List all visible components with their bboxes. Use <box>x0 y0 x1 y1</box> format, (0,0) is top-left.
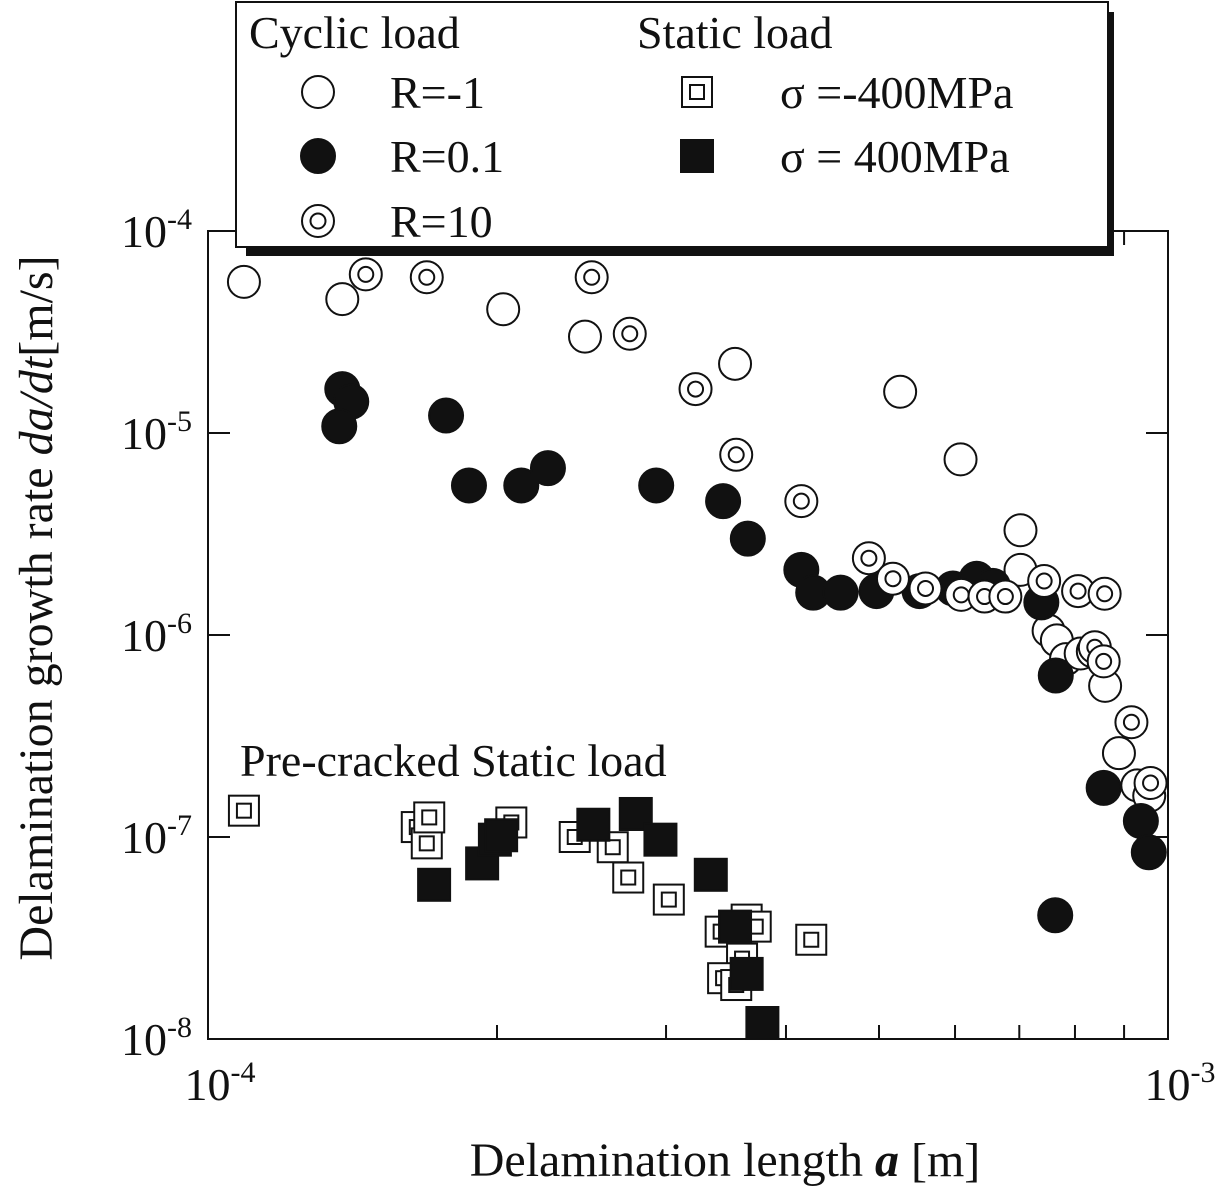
plot-area-border <box>207 230 1169 1040</box>
axis-ticks <box>208 231 1168 1039</box>
legend-header-static: Static load <box>637 7 832 58</box>
y-tick-label: 10-6 <box>121 607 192 661</box>
legend-label: R=0.1 <box>390 131 504 182</box>
legend-marker <box>301 75 335 109</box>
data-point <box>417 867 452 902</box>
data-point <box>643 822 678 857</box>
data-point <box>321 408 358 445</box>
data-point <box>745 1006 780 1041</box>
data-point <box>529 450 566 487</box>
series-r-1 <box>226 264 1167 813</box>
legend-marker <box>301 204 335 238</box>
legend-box <box>235 1 1109 248</box>
series-sigma-400mpa <box>417 796 780 1041</box>
data-point <box>409 260 444 295</box>
data-point <box>1130 834 1167 871</box>
data-point <box>428 397 465 434</box>
data-point <box>227 794 260 827</box>
data-point <box>1037 897 1074 934</box>
tick-labels: 10-410-510-610-710-810-4 10-3 <box>121 203 1216 1110</box>
data-point <box>503 467 540 504</box>
data-point <box>988 579 1023 614</box>
data-point <box>718 346 753 381</box>
y-tick-label: 10-4 <box>121 203 192 257</box>
data-point <box>908 571 943 606</box>
data-point <box>413 801 446 834</box>
data-point <box>1003 513 1038 548</box>
y-tick-label: 10-7 <box>121 809 192 863</box>
legend-marker <box>680 139 714 173</box>
data-point <box>1122 803 1159 840</box>
data-point <box>576 807 611 842</box>
legend-label: R=-1 <box>390 67 485 118</box>
x-axis-title: Delamination length a [m] <box>470 1134 981 1187</box>
data-point <box>1114 705 1149 740</box>
data-point <box>486 292 521 327</box>
y-tick-label: 10-5 <box>121 405 192 459</box>
data-point <box>612 861 645 894</box>
data-point <box>883 374 918 409</box>
data-point <box>1037 657 1074 694</box>
data-point <box>705 483 742 520</box>
legend-label: σ = 400MPa <box>780 131 1010 182</box>
data-point <box>1027 564 1062 599</box>
data-point <box>325 282 360 317</box>
data-point <box>652 883 685 916</box>
data-point <box>450 467 487 504</box>
legend: Cyclic load Static load R=-1 R=0.1 R=10 σ =… <box>235 1 1114 256</box>
data-point <box>1086 644 1121 679</box>
data-point <box>567 319 602 354</box>
y-tick-label: 10-8 <box>121 1011 192 1065</box>
plot-frame <box>207 230 1169 1040</box>
data-point <box>1085 769 1122 806</box>
annotation-precracked-static-load: Pre-cracked Static load <box>240 735 667 786</box>
data-point <box>729 520 766 557</box>
legend-label: σ =-400MPa <box>780 67 1013 118</box>
data-point <box>484 818 519 853</box>
data-point <box>1061 574 1096 609</box>
data-point <box>943 442 978 477</box>
legend-entries: R=-1 R=0.1 R=10 σ =-400MPa σ = 400MPa <box>300 67 1013 247</box>
legend-label: R=10 <box>390 196 493 247</box>
data-point <box>693 857 728 892</box>
data-point <box>729 956 764 991</box>
data-point <box>784 484 819 519</box>
x-tick-label: 10-4 <box>185 1056 256 1110</box>
x-tick-label: 10-3 <box>1145 1056 1216 1110</box>
legend-header-cyclic: Cyclic load <box>249 7 460 58</box>
data-point <box>1101 736 1136 771</box>
data-point <box>348 257 383 292</box>
data-point <box>875 561 910 596</box>
data-point <box>719 437 754 472</box>
y-axis-title: Delamination growth rate da/dt[m/s] <box>10 255 63 960</box>
data-point <box>612 316 647 351</box>
data-point <box>851 541 886 576</box>
data-point <box>638 467 675 504</box>
legend-marker <box>681 76 713 108</box>
series-r-10 <box>348 257 1168 801</box>
data-point <box>574 260 609 295</box>
data-point <box>718 909 753 944</box>
data-point <box>822 574 859 611</box>
data-point <box>678 372 713 407</box>
data-point <box>1133 766 1168 801</box>
data-point <box>1087 576 1122 611</box>
data-point <box>795 923 828 956</box>
data-point <box>226 264 261 299</box>
data-markers <box>226 257 1168 1041</box>
legend-marker <box>300 138 336 174</box>
